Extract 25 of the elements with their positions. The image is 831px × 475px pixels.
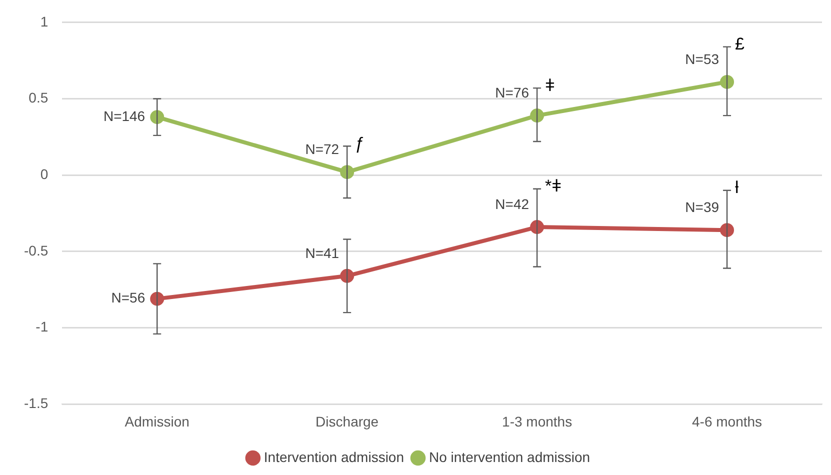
x-tick-label: Admission (124, 413, 190, 430)
annotation: ƚ (735, 178, 740, 198)
legend-label: No intervention admission (428, 448, 590, 465)
annotation: N=56 (111, 290, 146, 306)
annotation: N=41 (305, 244, 340, 261)
y-tick-label: 0 (40, 166, 48, 182)
annotation: N=72 (305, 140, 340, 157)
annotation: N=39 (685, 198, 720, 215)
annotation: N=42 (495, 196, 530, 212)
annotation: N=146 (103, 108, 146, 124)
annotation: ǂ (545, 76, 555, 95)
y-tick-label: 1 (40, 13, 48, 30)
annotation: N=76 (495, 84, 530, 100)
annotation: N=53 (685, 50, 720, 67)
x-tick-label: 1-3 months (502, 413, 572, 430)
legend-label: Intervention admission (264, 448, 404, 465)
annotation: ƒ (355, 134, 365, 153)
x-tick-label: 4-6 months (692, 413, 762, 430)
annotation: £ (735, 34, 746, 54)
x-tick-label: Discharge (316, 413, 379, 430)
annotation: *ǂ (545, 176, 562, 196)
y-tick-label: -0.5 (24, 242, 48, 258)
y-tick-label: -1.5 (24, 395, 48, 412)
y-tick-label: 0.5 (28, 90, 48, 106)
y-tick-label: -1 (36, 318, 48, 335)
